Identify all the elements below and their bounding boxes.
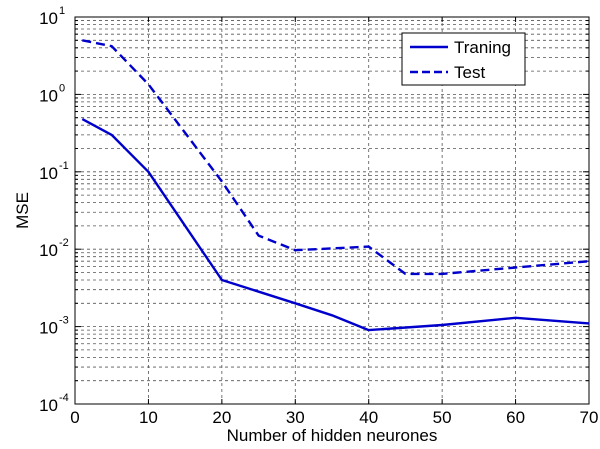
tick-marks (74, 17, 590, 405)
y-tick-exponent: -4 (59, 392, 69, 404)
x-tick-label: 20 (212, 408, 231, 427)
y-tick-label: 10 (39, 86, 58, 105)
y-tick-label: 10 (39, 9, 58, 28)
y-tick-exponent: -3 (59, 315, 69, 327)
series-line-test (82, 39, 590, 276)
series-line-traning (81, 118, 590, 332)
y-tick-exponent: 0 (59, 82, 65, 94)
y-tick-exponent: 1 (59, 5, 65, 17)
x-tick-label: 50 (433, 408, 452, 427)
series (81, 39, 590, 332)
y-tick-exponent: -1 (59, 160, 69, 172)
y-tick-exponent: -2 (59, 237, 69, 249)
y-tick-label: 10 (39, 164, 58, 183)
x-tick-labels: 0 10 20 30 40 50 60 70 (70, 408, 598, 427)
y-axis-label: MSE (13, 192, 32, 229)
x-tick-label: 60 (506, 408, 525, 427)
x-axis-label: Number of hidden neurones (227, 426, 438, 445)
legend-box (401, 32, 526, 86)
legend-label-test: Test (454, 63, 485, 82)
x-tick-label: 0 (70, 408, 79, 427)
x-tick-label: 40 (359, 408, 378, 427)
plot-frame (74, 16, 590, 405)
y-tick-label: 10 (39, 396, 58, 415)
x-tick-label: 30 (286, 408, 305, 427)
legend: Traning Test (401, 32, 526, 86)
y-tick-label: 10 (39, 241, 58, 260)
x-tick-label: 70 (580, 408, 599, 427)
grid (75, 17, 589, 404)
legend-label-traning: Traning (454, 38, 511, 57)
y-tick-label: 10 (39, 319, 58, 338)
x-tick-label: 10 (139, 408, 158, 427)
